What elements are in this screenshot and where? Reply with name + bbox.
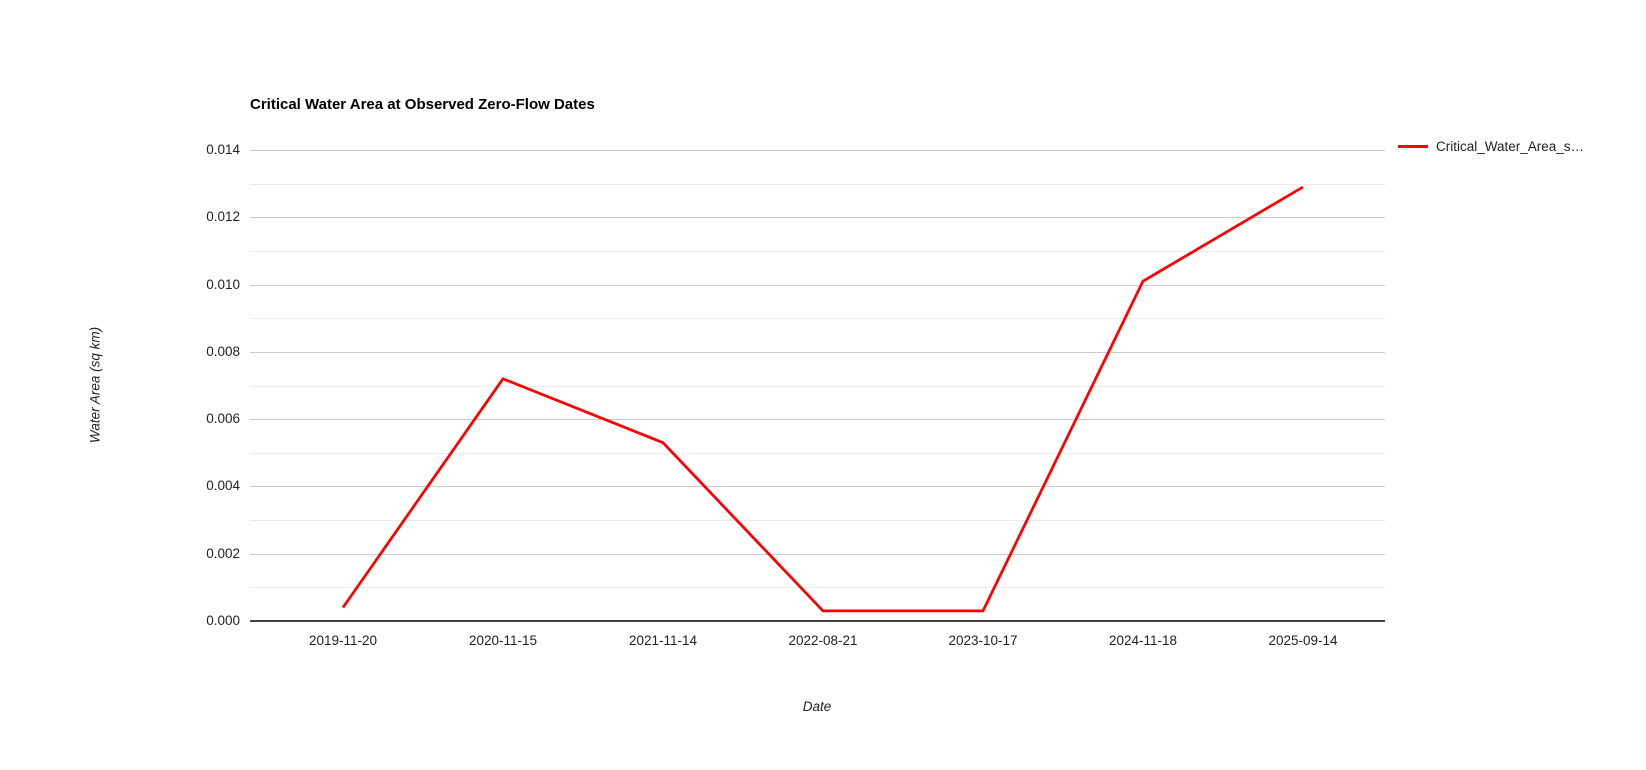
y-tick-label: 0.000	[206, 613, 240, 628]
gridline	[250, 520, 1385, 522]
gridline	[250, 587, 1385, 589]
x-axis-title: Date	[802, 699, 832, 714]
gridline	[250, 385, 1385, 387]
y-tick-label: 0.006	[206, 411, 240, 427]
y-tick-label: 0.014	[206, 142, 240, 157]
gridline	[250, 183, 1385, 185]
gridline	[250, 452, 1385, 454]
x-tick-label: 2025-09-14	[1268, 633, 1338, 648]
gridline	[250, 318, 1385, 320]
x-tick-label: 2023-10-17	[948, 633, 1018, 648]
line-series-svg	[341, 185, 1304, 613]
series-line	[341, 185, 1304, 613]
x-tick-label: 2022-08-21	[788, 633, 858, 648]
y-tick-label: 0.012	[206, 209, 240, 225]
gridline	[250, 217, 1385, 219]
chart-title: Critical Water Area at Observed Zero-Flo…	[250, 96, 595, 113]
plot-area	[250, 150, 1385, 622]
y-tick-label: 0.002	[206, 545, 240, 561]
gridline	[250, 284, 1385, 286]
y-tick-label: 0.008	[206, 343, 240, 359]
x-tick-label: 2019-11-20	[308, 633, 378, 648]
gridline	[250, 419, 1385, 421]
gridline	[250, 486, 1385, 488]
x-tick-label: 2021-11-14	[628, 633, 698, 648]
x-tick-label: 2020-11-15	[468, 633, 538, 648]
y-tick-label: 0.004	[206, 478, 240, 494]
x-tick-label: 2024-11-18	[1108, 633, 1178, 648]
y-tick-label: 0.010	[206, 276, 240, 292]
y-axis-title: Water Area (sq km)	[87, 326, 103, 444]
gridline	[250, 553, 1385, 555]
legend-label: Critical_Water_Area_s…	[1436, 139, 1585, 154]
legend: Critical_Water_Area_s…	[1398, 139, 1584, 154]
gridline	[250, 250, 1385, 252]
gridline	[250, 150, 1385, 151]
x-axis-line	[250, 620, 1385, 622]
legend-line-swatch	[1398, 145, 1428, 148]
gridline	[250, 351, 1385, 353]
